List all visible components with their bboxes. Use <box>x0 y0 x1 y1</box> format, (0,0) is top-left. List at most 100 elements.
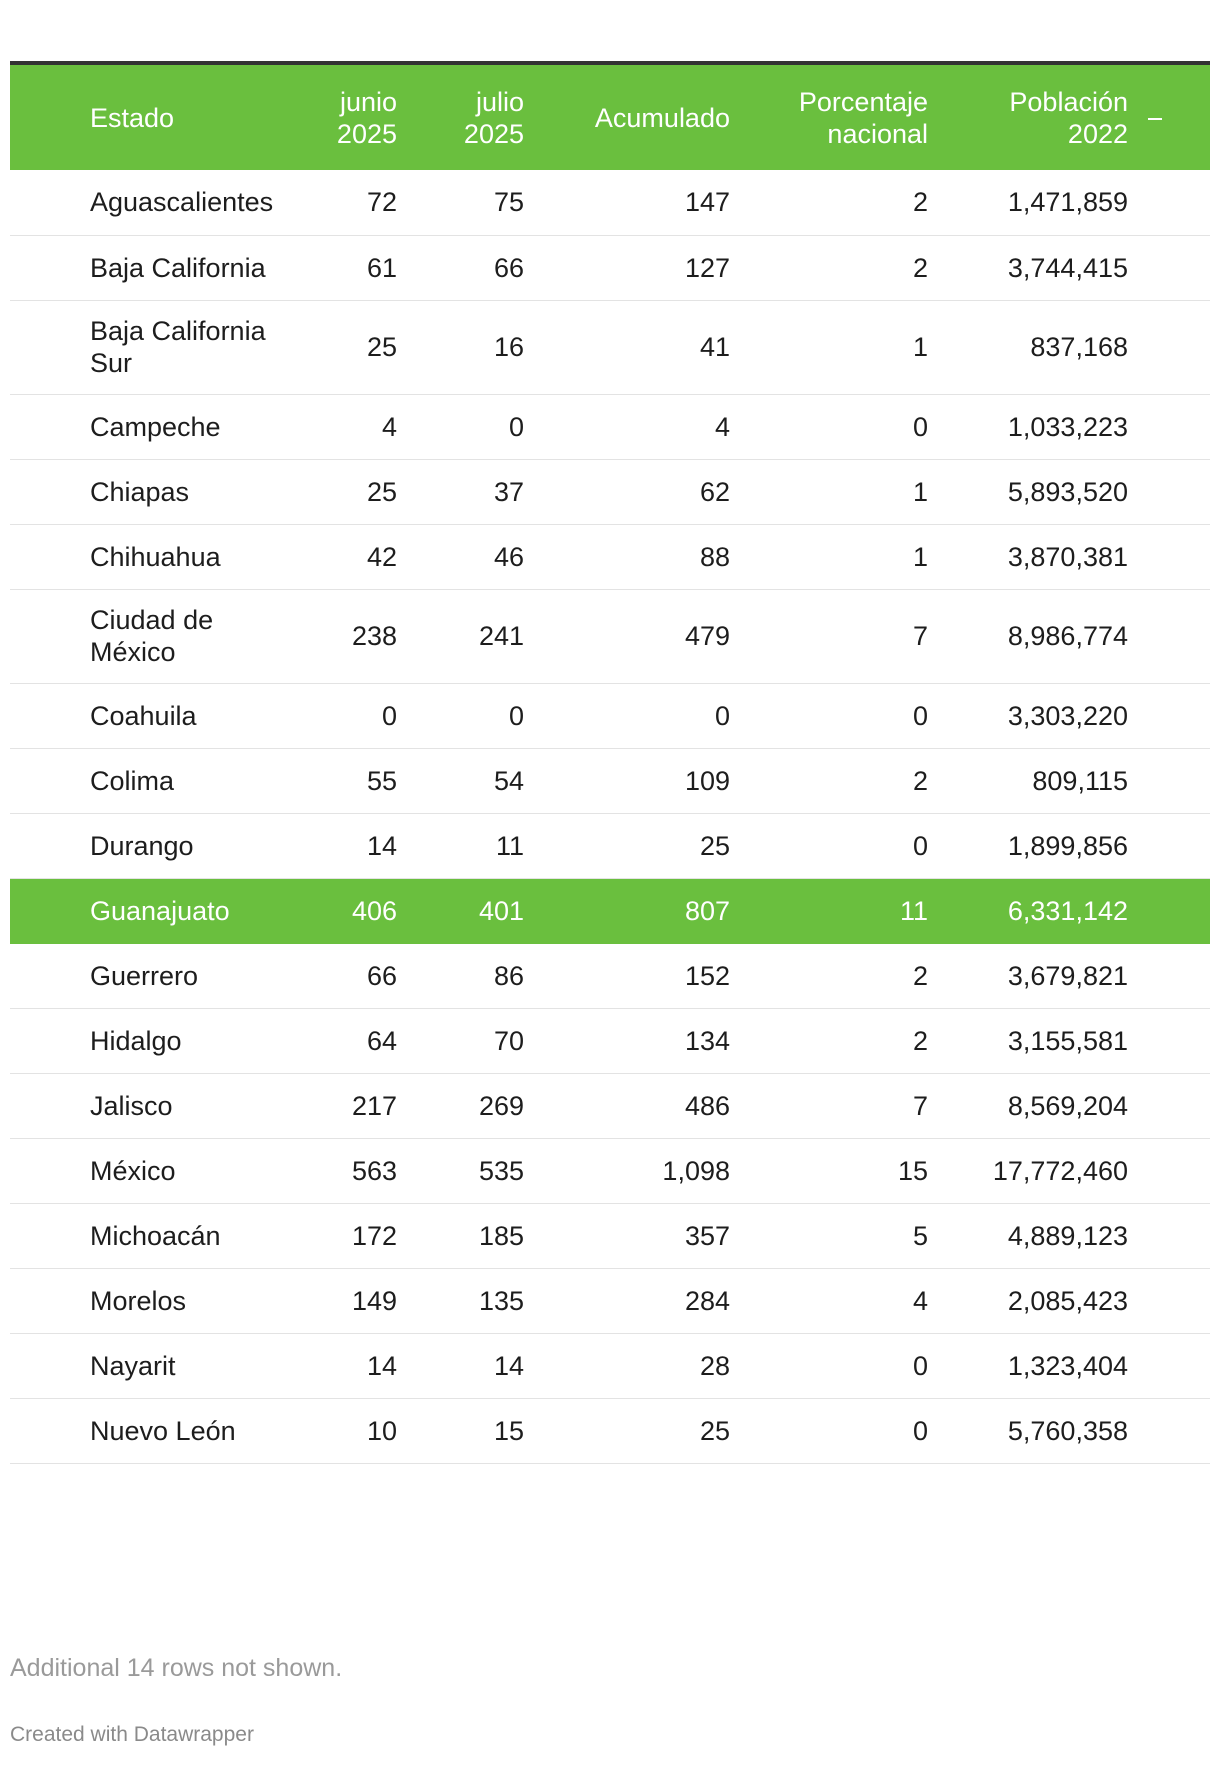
row-cut-off-cell <box>1138 394 1210 459</box>
cell-porcentaje-nacional: 7 <box>912 621 928 651</box>
row-label: Hidalgo <box>90 1025 182 1056</box>
cell-julio-2025: 241 <box>478 621 524 651</box>
column-header-junio-2025[interactable]: junio 2025 <box>336 86 397 149</box>
column-header-julio-2025[interactable]: julio 2025 <box>463 86 524 149</box>
table-row: Guanajuato 406 401 807 11 6,331,142 <box>10 878 1210 943</box>
row-label: Colima <box>90 765 175 796</box>
cell-julio-2025: 70 <box>493 1025 524 1056</box>
cell-julio-2025: 54 <box>493 765 524 796</box>
column-header-acumulado[interactable]: Acumulado <box>594 102 730 133</box>
cell-julio-2025: 15 <box>493 1415 524 1446</box>
cell-julio-2025: 535 <box>478 1155 524 1186</box>
row-label: Nayarit <box>90 1350 176 1381</box>
cell-julio-2025: 269 <box>478 1090 524 1121</box>
cell-porcentaje-nacional: 0 <box>912 1350 928 1381</box>
table-top-rule <box>10 61 1210 65</box>
row-cut-off-cell <box>1138 878 1210 943</box>
row-spacer <box>10 1073 80 1138</box>
row-cut-off-cell <box>1138 1398 1210 1463</box>
cell-junio-2025: 14 <box>366 1350 397 1381</box>
row-label: Baja California Sur <box>90 316 266 378</box>
row-cut-off-cell <box>1138 1268 1210 1333</box>
cell-julio-2025: 14 <box>493 1350 524 1381</box>
row-cut-off-cell <box>1138 813 1210 878</box>
row-cut-off-cell <box>1138 748 1210 813</box>
cell-acumulado: 25 <box>699 1415 730 1446</box>
cell-junio-2025: 25 <box>366 476 397 507</box>
cell-poblacion-2022: 1,471,859 <box>1007 187 1128 218</box>
cell-poblacion-2022: 17,772,460 <box>992 1155 1128 1186</box>
cell-acumulado: 62 <box>699 476 730 507</box>
table-row: Campeche 4 0 4 0 1,033,223 <box>10 394 1210 459</box>
row-cut-off-cell <box>1138 300 1210 394</box>
cell-junio-2025: 10 <box>366 1415 397 1446</box>
cell-acumulado: 1,098 <box>662 1155 730 1186</box>
cell-poblacion-2022: 8,569,204 <box>1007 1090 1128 1121</box>
cell-acumulado: 807 <box>684 895 730 926</box>
cell-poblacion-2022: 6,331,142 <box>1007 895 1128 926</box>
cell-poblacion-2022: 8,986,774 <box>1007 621 1128 651</box>
header-row: Estado junio 2025 julio 2025 Acumulado P… <box>10 65 1210 170</box>
cell-acumulado: 0 <box>714 700 730 731</box>
cell-junio-2025: 217 <box>351 1090 397 1121</box>
cell-acumulado: 28 <box>699 1350 730 1381</box>
table-row: Nayarit 14 14 28 0 1,323,404 <box>10 1333 1210 1398</box>
cell-julio-2025: 11 <box>495 830 524 861</box>
cell-junio-2025: 72 <box>366 187 397 218</box>
cell-junio-2025: 66 <box>366 960 397 991</box>
cell-poblacion-2022: 5,893,520 <box>1007 476 1128 507</box>
cell-poblacion-2022: 1,899,856 <box>1007 830 1128 861</box>
table-body: Aguascalientes 72 75 147 2 1,471,859 Baja Cali… <box>10 170 1210 1463</box>
row-cut-off-cell <box>1138 683 1210 748</box>
cell-poblacion-2022: 4,889,123 <box>1007 1220 1128 1251</box>
cell-poblacion-2022: 1,323,404 <box>1007 1350 1128 1381</box>
column-header-estado[interactable]: Estado <box>90 102 175 133</box>
cell-porcentaje-nacional: 1 <box>912 332 928 362</box>
cell-acumulado: 284 <box>684 1285 730 1316</box>
row-spacer <box>10 300 80 394</box>
row-label: Campeche <box>90 411 221 442</box>
cell-junio-2025: 64 <box>366 1025 397 1056</box>
row-label: Ciudad de México <box>90 605 214 667</box>
row-spacer <box>10 459 80 524</box>
cell-junio-2025: 25 <box>366 332 397 362</box>
cell-porcentaje-nacional: 7 <box>912 1090 928 1121</box>
cell-poblacion-2022: 3,870,381 <box>1007 541 1128 572</box>
row-cut-off-cell <box>1138 235 1210 300</box>
row-spacer <box>10 170 80 235</box>
cell-poblacion-2022: 3,679,821 <box>1007 960 1128 991</box>
cell-poblacion-2022: 809,115 <box>1032 765 1128 796</box>
cell-porcentaje-nacional: 5 <box>912 1220 928 1251</box>
cell-acumulado: 134 <box>684 1025 730 1056</box>
cell-julio-2025: 46 <box>493 541 524 572</box>
table-row: Ciudad de México 238 241 479 7 8,986,774 <box>10 589 1210 683</box>
row-cut-off-cell <box>1138 589 1210 683</box>
table-row: Michoacán 172 185 357 5 4,889,123 <box>10 1203 1210 1268</box>
cell-acumulado: 486 <box>684 1090 730 1121</box>
cell-porcentaje-nacional: 2 <box>912 252 928 283</box>
cell-porcentaje-nacional: 1 <box>912 541 928 572</box>
cell-porcentaje-nacional: 4 <box>912 1285 928 1316</box>
row-label: Nuevo León <box>90 1415 236 1446</box>
cell-junio-2025: 406 <box>351 895 397 926</box>
cell-acumulado: 127 <box>684 252 730 283</box>
table-notes: Additional 14 rows not shown. <box>10 1654 343 1682</box>
cell-julio-2025: 185 <box>478 1220 524 1251</box>
column-header-poblacion-2022[interactable]: Población 2022 <box>1009 86 1128 149</box>
header-spacer <box>10 65 80 170</box>
row-spacer <box>10 394 80 459</box>
row-spacer <box>10 813 80 878</box>
row-cut-off-cell <box>1138 524 1210 589</box>
row-spacer <box>10 589 80 683</box>
row-spacer <box>10 943 80 1008</box>
table-row: Jalisco 217 269 486 7 8,569,204 <box>10 1073 1210 1138</box>
row-cut-off-cell <box>1138 943 1210 1008</box>
cell-porcentaje-nacional: 11 <box>899 895 928 926</box>
cell-acumulado: 25 <box>699 830 730 861</box>
row-label: Guerrero <box>90 960 199 991</box>
column-header-porcentaje-nacional[interactable]: Porcentaje nacional <box>798 86 928 149</box>
cell-porcentaje-nacional: 0 <box>912 1415 928 1446</box>
datawrapper-credit[interactable]: Created with Datawrapper <box>10 1723 254 1746</box>
row-label: Chihuahua <box>90 541 221 572</box>
cell-poblacion-2022: 3,155,581 <box>1007 1025 1128 1056</box>
